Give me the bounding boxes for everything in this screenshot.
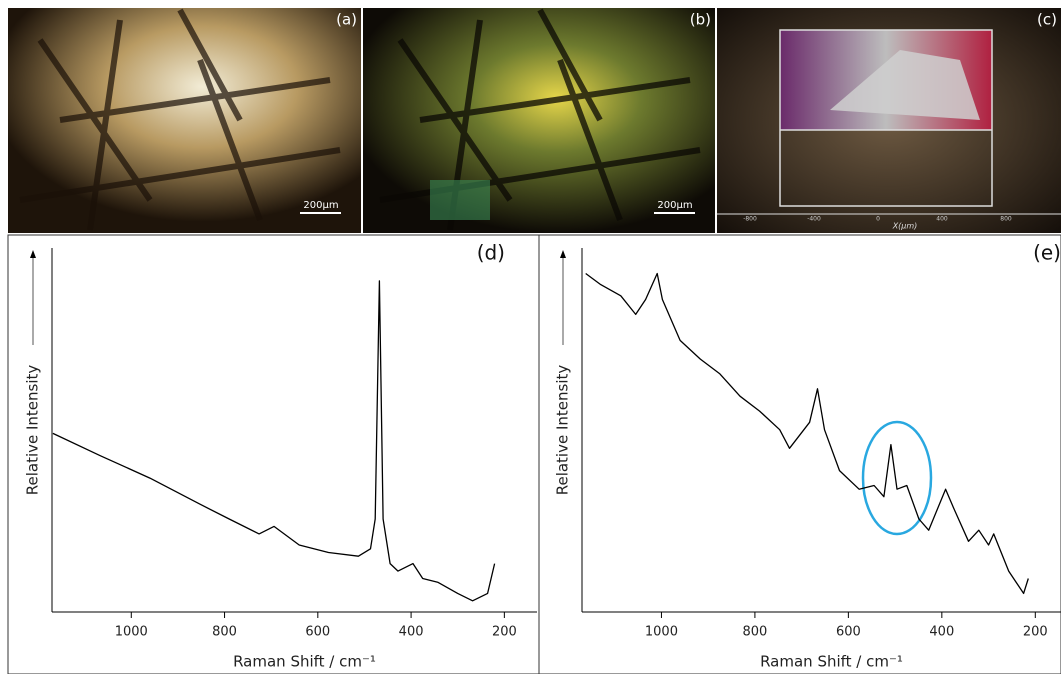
spectrum-line — [586, 274, 1029, 594]
highlight-ellipse — [863, 422, 931, 534]
lower-frame — [8, 235, 1061, 674]
panel-label: (a) — [336, 11, 357, 29]
scale-bar-label: 200µm — [303, 200, 338, 211]
x-tick-label: 200 — [1023, 625, 1048, 640]
image-axis-tick: 0 — [876, 216, 880, 223]
x-axis-label: Raman Shift / cm⁻¹ — [233, 653, 376, 671]
image-axis-tick: -800 — [743, 216, 757, 223]
y-arrow-head — [560, 250, 566, 258]
x-tick-label: 600 — [305, 625, 330, 640]
y-axis-label: Relative Intensity — [24, 365, 42, 496]
x-axis-label: Raman Shift / cm⁻¹ — [760, 653, 903, 671]
x-tick-label: 200 — [492, 625, 517, 640]
spectrum-line — [53, 281, 495, 601]
x-tick-label: 1000 — [115, 625, 148, 640]
x-tick-label: 400 — [929, 625, 954, 640]
image-axis-tick: 800 — [1000, 216, 1012, 223]
x-tick-label: 600 — [836, 625, 861, 640]
panel-label: (d) — [477, 241, 505, 265]
image-axis-label: X(µm) — [892, 222, 918, 231]
scale-bar-label: 200µm — [657, 200, 692, 211]
x-tick-label: 1000 — [645, 625, 678, 640]
panel-label: (b) — [690, 11, 711, 29]
panel-label: (c) — [1037, 11, 1057, 29]
y-axis-label: Relative Intensity — [554, 365, 572, 496]
panel-label: (e) — [1033, 241, 1061, 265]
x-tick-label: 800 — [742, 625, 767, 640]
y-arrow-head — [30, 250, 36, 258]
x-tick-label: 400 — [399, 625, 424, 640]
image-axis-tick: 400 — [936, 216, 948, 223]
image-c — [717, 8, 1061, 233]
x-tick-label: 800 — [212, 625, 237, 640]
figure: (a) 200µm (b) 200µm (c) X(µm) -800 -400 0 400 800 1… — [0, 0, 1061, 674]
image-axis-tick: -400 — [807, 216, 821, 223]
